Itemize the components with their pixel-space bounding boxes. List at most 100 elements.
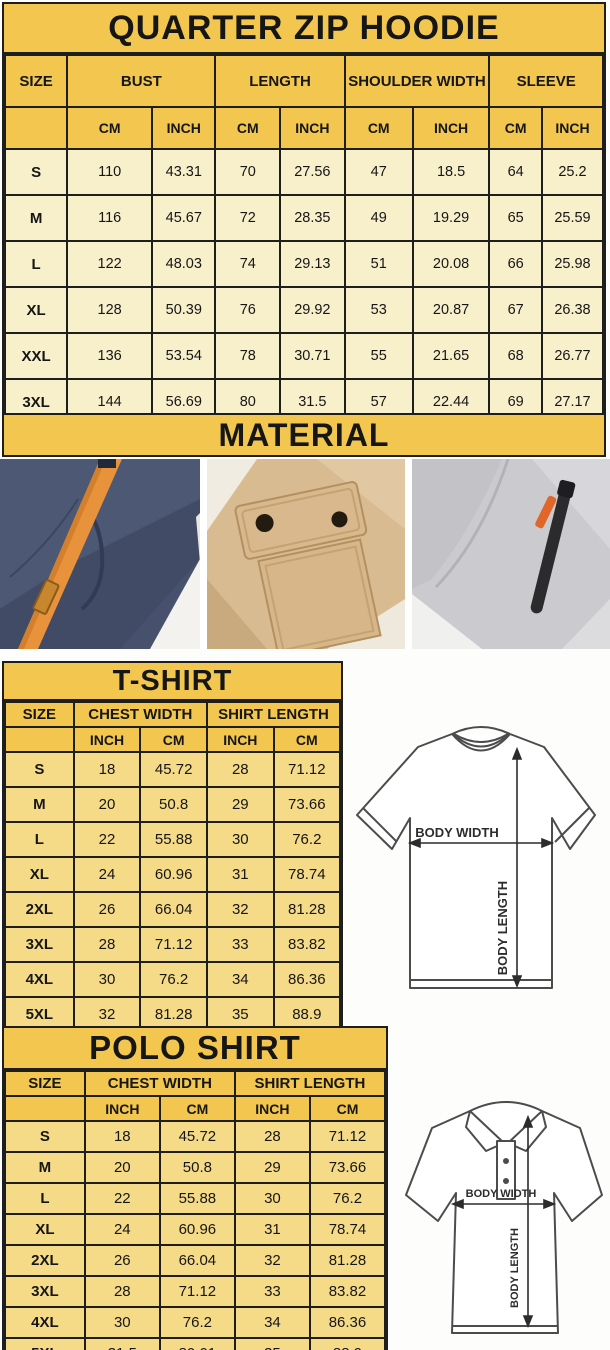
value-cell: 20 <box>72 786 142 823</box>
size-cell: L <box>4 1182 86 1215</box>
value-cell: 55 <box>343 332 414 380</box>
table-row: 5XL31.580.013588.9 <box>4 1337 387 1350</box>
photo-divider <box>405 459 412 649</box>
polo-size-table: SIZE CHEST WIDTH SHIRT LENGTH INCH CM IN… <box>4 1070 387 1350</box>
value-cell: 122 <box>66 240 154 288</box>
tshirt-body-length-label: BODY LENGTH <box>495 881 510 975</box>
table-row: 4XL 30 76.2 34 86.36 <box>4 961 342 998</box>
hoodie-size-table: SIZE BUST LENGTH SHOULDER WIDTH SLEEVE C… <box>3 54 605 426</box>
size-cell: M <box>3 194 69 242</box>
value-cell: 66.04 <box>139 891 208 928</box>
value-cell: 30 <box>233 1182 311 1215</box>
value-cell: 20.87 <box>411 286 491 334</box>
unit-header: CM <box>66 106 154 150</box>
size-cell: L <box>4 821 75 858</box>
value-cell: 24 <box>72 856 142 893</box>
tshirt-group-header-row: SIZE CHEST WIDTH SHIRT LENGTH <box>4 701 342 728</box>
value-cell: 71.12 <box>272 751 342 788</box>
value-cell: 45.72 <box>158 1120 236 1153</box>
unit-header: CM <box>214 106 282 150</box>
size-cell: XL <box>3 286 69 334</box>
value-cell: 71.12 <box>158 1275 236 1308</box>
unit-header: CM <box>272 726 342 753</box>
size-cell: 2XL <box>4 1244 86 1277</box>
value-cell: 66 <box>488 240 543 288</box>
value-cell: 31 <box>233 1213 311 1246</box>
unit-header: CM <box>343 106 414 150</box>
photo-divider <box>200 459 207 649</box>
value-cell: 45.67 <box>151 194 217 242</box>
value-cell: 31.5 <box>83 1337 161 1350</box>
tshirt-body-width-label: BODY WIDTH <box>415 825 499 840</box>
material-section-title: MATERIAL <box>2 413 606 457</box>
value-cell: 32 <box>233 1244 311 1277</box>
value-cell: 50.8 <box>139 786 208 823</box>
unit-header: INCH <box>279 106 346 150</box>
size-cell: XXL <box>3 332 69 380</box>
value-cell: 136 <box>66 332 154 380</box>
value-cell: 70 <box>214 148 282 196</box>
value-cell: 26.77 <box>540 332 605 380</box>
unit-header: INCH <box>233 1095 311 1122</box>
value-cell: 24 <box>83 1213 161 1246</box>
unit-header: INCH <box>72 726 142 753</box>
shoulder-width-column-header: SHOULDER WIDTH <box>343 54 491 108</box>
value-cell: 45.72 <box>139 751 208 788</box>
table-row: 4XL 30 76.2 34 86.36 <box>4 1306 387 1339</box>
value-cell: 53.54 <box>151 332 217 380</box>
table-row: L 22 55.88 30 76.2 <box>4 821 342 858</box>
value-cell: 81.28 <box>308 1244 387 1277</box>
value-cell: 73.66 <box>308 1151 387 1184</box>
value-cell: 73.66 <box>272 786 342 823</box>
value-cell: 51 <box>343 240 414 288</box>
value-cell: 30 <box>83 1306 161 1339</box>
value-cell: 116 <box>66 194 154 242</box>
value-cell: 35 <box>233 1337 311 1350</box>
unit-header: CM <box>308 1095 387 1122</box>
value-cell: 31 <box>205 856 275 893</box>
polo-body-length-label: BODY LENGTH <box>509 1228 521 1308</box>
value-cell: 18 <box>72 751 142 788</box>
size-column-header: SIZE <box>4 1070 86 1097</box>
value-cell: 66.04 <box>158 1244 236 1277</box>
value-cell: 43.31 <box>151 148 217 196</box>
value-cell: 55.88 <box>158 1182 236 1215</box>
size-cell: S <box>3 148 69 196</box>
hoodie-group-header-row: SIZE BUST LENGTH SHOULDER WIDTH SLEEVE <box>3 54 604 108</box>
unit-header: CM <box>139 726 208 753</box>
hoodie-chart-title: QUARTER ZIP HOODIE <box>4 4 604 54</box>
polo-chart-title: POLO SHIRT <box>4 1028 386 1070</box>
tshirt-size-chart: T-SHIRT SIZE CHEST WIDTH SHIRT LENGTH IN… <box>2 661 343 1035</box>
bust-column-header: BUST <box>66 54 217 108</box>
unit-header: INCH <box>83 1095 161 1122</box>
value-cell: 71.12 <box>139 926 208 963</box>
sleeve-column-header: SLEEVE <box>488 54 604 108</box>
value-cell: 68 <box>488 332 543 380</box>
tshirt-size-table: SIZE CHEST WIDTH SHIRT LENGTH INCH CM IN… <box>4 701 342 1033</box>
length-column-header: LENGTH <box>214 54 346 108</box>
size-cell: 5XL <box>4 1337 86 1350</box>
value-cell: 65 <box>488 194 543 242</box>
empty-header-cell <box>4 726 75 753</box>
value-cell: 33 <box>233 1275 311 1308</box>
value-cell: 80.01 <box>158 1337 236 1350</box>
value-cell: 55.88 <box>139 821 208 858</box>
value-cell: 128 <box>66 286 154 334</box>
value-cell: 78.74 <box>308 1213 387 1246</box>
photo-khaki-pocket <box>207 459 405 649</box>
material-photo-strip <box>0 459 610 649</box>
size-cell: 4XL <box>4 961 75 998</box>
table-row: XXL 136 53.54 78 30.71 55 21.65 68 26.77 <box>3 332 605 380</box>
value-cell: 30.71 <box>279 332 346 380</box>
chest-width-column-header: CHEST WIDTH <box>72 701 208 728</box>
value-cell: 78 <box>214 332 282 380</box>
unit-header: CM <box>488 106 543 150</box>
value-cell: 22 <box>72 821 142 858</box>
value-cell: 81.28 <box>272 891 342 928</box>
value-cell: 19.29 <box>411 194 491 242</box>
value-cell: 25.59 <box>540 194 605 242</box>
value-cell: 76.2 <box>139 961 208 998</box>
size-column-header: SIZE <box>3 54 69 108</box>
tshirt-unit-header-row: INCH CM INCH CM <box>4 726 342 753</box>
size-cell: L <box>3 240 69 288</box>
